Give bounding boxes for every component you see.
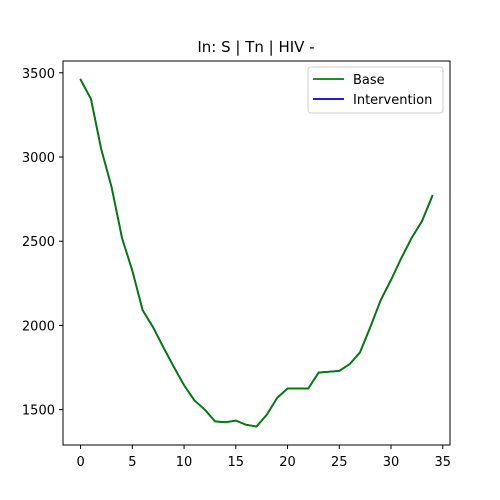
y-tick-label: 2000 bbox=[22, 319, 55, 334]
legend-label-intervention: Intervention bbox=[353, 93, 432, 108]
series-line-base bbox=[79, 78, 434, 428]
y-tick-label: 3500 bbox=[22, 67, 55, 82]
x-tick-label: 25 bbox=[331, 455, 348, 470]
chart-title: In: S | Tn | HIV - bbox=[197, 38, 314, 56]
x-tick-label: 10 bbox=[176, 455, 193, 470]
x-tick-label: 30 bbox=[383, 455, 400, 470]
legend-label-base: Base bbox=[353, 73, 385, 88]
legend: Base Intervention bbox=[307, 66, 444, 114]
x-tick-label: 20 bbox=[279, 455, 296, 470]
series-lines bbox=[79, 78, 434, 428]
x-tick-label: 0 bbox=[76, 455, 84, 470]
axes: 0 5 10 15 20 25 30 35 1500 2000 2500 3000 3500 bbox=[22, 60, 451, 470]
x-tick-label: 35 bbox=[434, 455, 451, 470]
y-tick-label: 3000 bbox=[22, 151, 55, 166]
plot-frame bbox=[62, 60, 451, 446]
x-tick-label: 5 bbox=[128, 455, 136, 470]
x-tick-label: 15 bbox=[228, 455, 245, 470]
y-tick-label: 1500 bbox=[22, 404, 55, 419]
y-tick-label: 2500 bbox=[22, 235, 55, 250]
